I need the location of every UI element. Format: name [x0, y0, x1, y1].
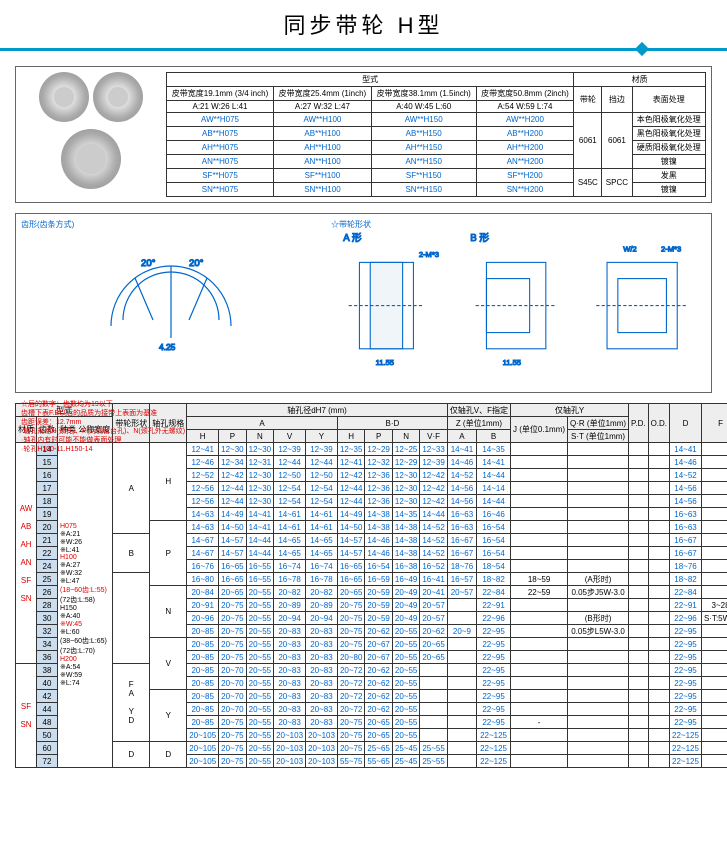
- svg-text:20°: 20°: [189, 258, 204, 269]
- svg-text:B 形: B 形: [470, 232, 489, 244]
- shape-a: A 形 11.55 2-M*3: [331, 230, 453, 381]
- type-material-table: 型式材质 皮带宽度19.1mm (3/4 inch)皮带宽度25.4mm (1i…: [166, 72, 706, 197]
- diagram-note: ☆后的数字：齿数均为19以下 齿槽下表F.B以后的品质为接带上表面为基准 齿距误…: [21, 400, 321, 455]
- top-section: 型式材质 皮带宽度19.1mm (3/4 inch)皮带宽度25.4mm (1i…: [15, 66, 712, 203]
- svg-text:2-M*3: 2-M*3: [661, 245, 681, 254]
- svg-text:W/2: W/2: [624, 245, 637, 254]
- shape-title: ☆带轮形状: [331, 219, 706, 230]
- svg-text:2-M*3: 2-M*3: [419, 250, 439, 259]
- svg-text:4.25: 4.25: [159, 342, 176, 352]
- diagram-section: 齿形(齿条方式) 20°20° 4.25 ☆后的数字：齿数均为19以下 齿槽下表…: [15, 213, 712, 393]
- tooth-profile-label: 齿形(齿条方式): [21, 219, 321, 230]
- divider: [0, 48, 727, 51]
- shape-d: W/2 2-M*3: [584, 230, 706, 381]
- main-spec-table: 型式 带轮形状 轴孔规格 轴孔径dH7 (mm) 仅轴孔V、F指定 仅轴孔Y P…: [15, 403, 727, 768]
- svg-text:20°: 20°: [141, 258, 156, 269]
- shape-b: B 形 11.55: [458, 230, 580, 381]
- svg-text:A 形: A 形: [343, 232, 362, 244]
- page-title: 同步带轮 H型: [0, 0, 727, 48]
- svg-text:11.55: 11.55: [376, 358, 394, 367]
- product-image: [21, 72, 161, 192]
- svg-text:11.55: 11.55: [502, 358, 520, 367]
